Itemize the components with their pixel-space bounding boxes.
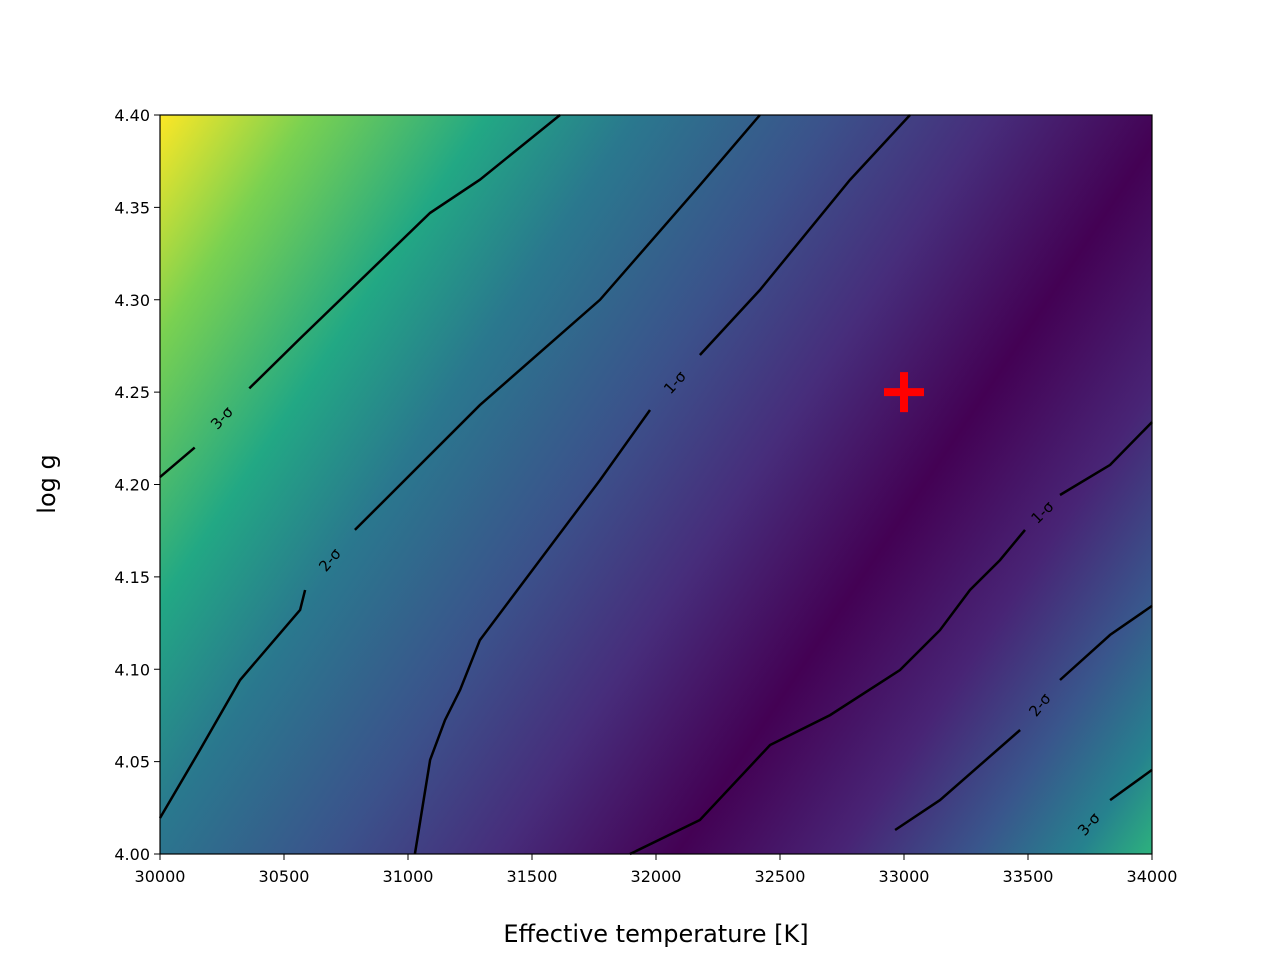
contour-line [629, 421, 1153, 856]
y-tick-label: 4.30 [114, 291, 150, 310]
x-tick-label: 33000 [879, 867, 930, 886]
x-tick-label: 32500 [755, 867, 806, 886]
heatmap [160, 115, 1152, 854]
y-tick-label: 4.35 [114, 198, 150, 217]
best-fit-marker [884, 372, 924, 413]
x-tick-label: 33500 [1003, 867, 1054, 886]
contour-line [413, 114, 911, 855]
x-tick-label: 30000 [135, 867, 186, 886]
y-tick-label: 4.25 [114, 383, 150, 402]
y-tick-label: 4.20 [114, 476, 150, 495]
contour-line [158, 114, 761, 819]
y-tick-label: 4.40 [114, 106, 150, 125]
contour-line [1109, 768, 1153, 802]
x-tick-label: 30500 [259, 867, 310, 886]
contour-line [159, 114, 561, 479]
y-tick-label: 4.10 [114, 660, 150, 679]
contour-line [894, 604, 1153, 832]
x-tick-label: 34000 [1127, 867, 1178, 886]
x-tick-label: 31500 [507, 867, 558, 886]
y-tick-label: 4.00 [114, 845, 150, 864]
y-tick-label: 4.15 [114, 568, 150, 587]
x-axis-label: Effective temperature [K] [503, 920, 808, 948]
y-tick-label: 4.05 [114, 753, 150, 772]
x-tick-label: 32000 [631, 867, 682, 886]
y-axis-label: log g [33, 454, 61, 513]
x-tick-label: 31000 [383, 867, 434, 886]
